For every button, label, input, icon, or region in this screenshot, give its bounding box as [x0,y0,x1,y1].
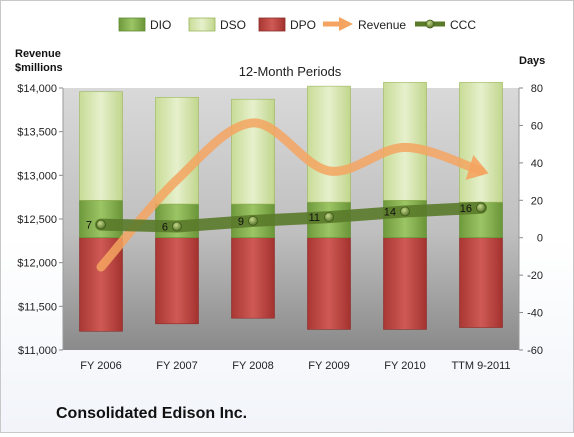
category-label: FY 2007 [156,360,197,372]
company-name: Consolidated Edison Inc. [56,405,247,423]
category-label: FY 2006 [80,360,121,372]
ccc-marker [401,207,410,216]
bar-dpo [156,238,199,324]
legend-label-dio: DIO [150,18,171,32]
left-tick-label: $11,000 [18,345,57,357]
right-tick-label: -60 [527,345,543,357]
right-tick-label: 0 [537,233,543,245]
ccc-data-label: 16 [460,203,472,215]
legend-label-dso: DSO [220,18,246,32]
ccc-marker [325,213,334,222]
chart-title: 12-Month Periods [239,64,342,79]
right-tick-label: -40 [527,308,543,320]
right-axis: -60 -40 -20 0 20 40 60 80 [519,83,543,357]
left-tick-label: $11,500 [18,301,57,313]
ccc-data-label: 14 [384,207,396,219]
right-axis-label: Days [519,55,545,67]
ccc-data-label: 6 [162,221,168,233]
legend-label-revenue: Revenue [358,18,406,32]
ccc-marker [249,216,258,225]
legend-item-dpo: DPO [259,18,316,32]
legend-item-dio: DIO [119,18,171,32]
left-tick-label: $13,000 [17,170,57,182]
bar-dso [308,86,351,202]
legend-item-revenue: Revenue [323,17,406,32]
bar-dpo [232,238,275,318]
left-tick-label: $12,000 [17,258,57,270]
legend-label-ccc: CCC [450,18,476,32]
left-axis-label-line1: Revenue [15,48,61,60]
left-axis: $11,000 $11,500 $12,000 $12,500 $13,000 $13,5… [17,83,63,357]
right-tick-label: 20 [531,195,543,207]
bar-dso [156,97,199,204]
legend-label-dpo: DPO [290,18,316,32]
legend-item-ccc: CCC [415,18,476,32]
ccc-data-label: 11 [309,212,320,224]
bar-dpo [460,238,503,328]
left-tick-label: $13,500 [17,127,57,139]
ccc-data-label: 9 [238,216,244,228]
category-label: TTM 9-2011 [451,360,510,372]
left-tick-label: $12,500 [17,214,57,226]
category-label: FY 2009 [308,360,349,372]
right-tick-label: -20 [527,270,543,282]
category-label: FY 2008 [232,360,273,372]
bar-dpo [384,238,427,330]
category-axis: FY 2006 FY 2007 FY 2008 FY 2009 FY 2010 TTM 9… [80,360,510,372]
category-label: FY 2010 [384,360,425,372]
bar-dso [80,92,123,201]
right-tick-label: 80 [531,83,543,95]
legend: DIO DSO DPO Revenue CCC [119,17,476,32]
left-axis-label-line2: $millions [15,62,63,74]
ccc-data-label: 7 [86,220,92,232]
legend-item-dso: DSO [189,18,246,32]
bar-dso [460,82,503,202]
ccc-marker [477,203,486,212]
right-tick-label: 60 [531,120,543,132]
right-tick-label: 40 [531,158,543,170]
bar-dso [384,82,427,200]
left-tick-label: $14,000 [17,83,57,95]
ccc-marker [97,220,106,229]
bar-dpo [308,238,351,330]
bar-dso [232,99,275,204]
ccc-marker [173,222,182,231]
